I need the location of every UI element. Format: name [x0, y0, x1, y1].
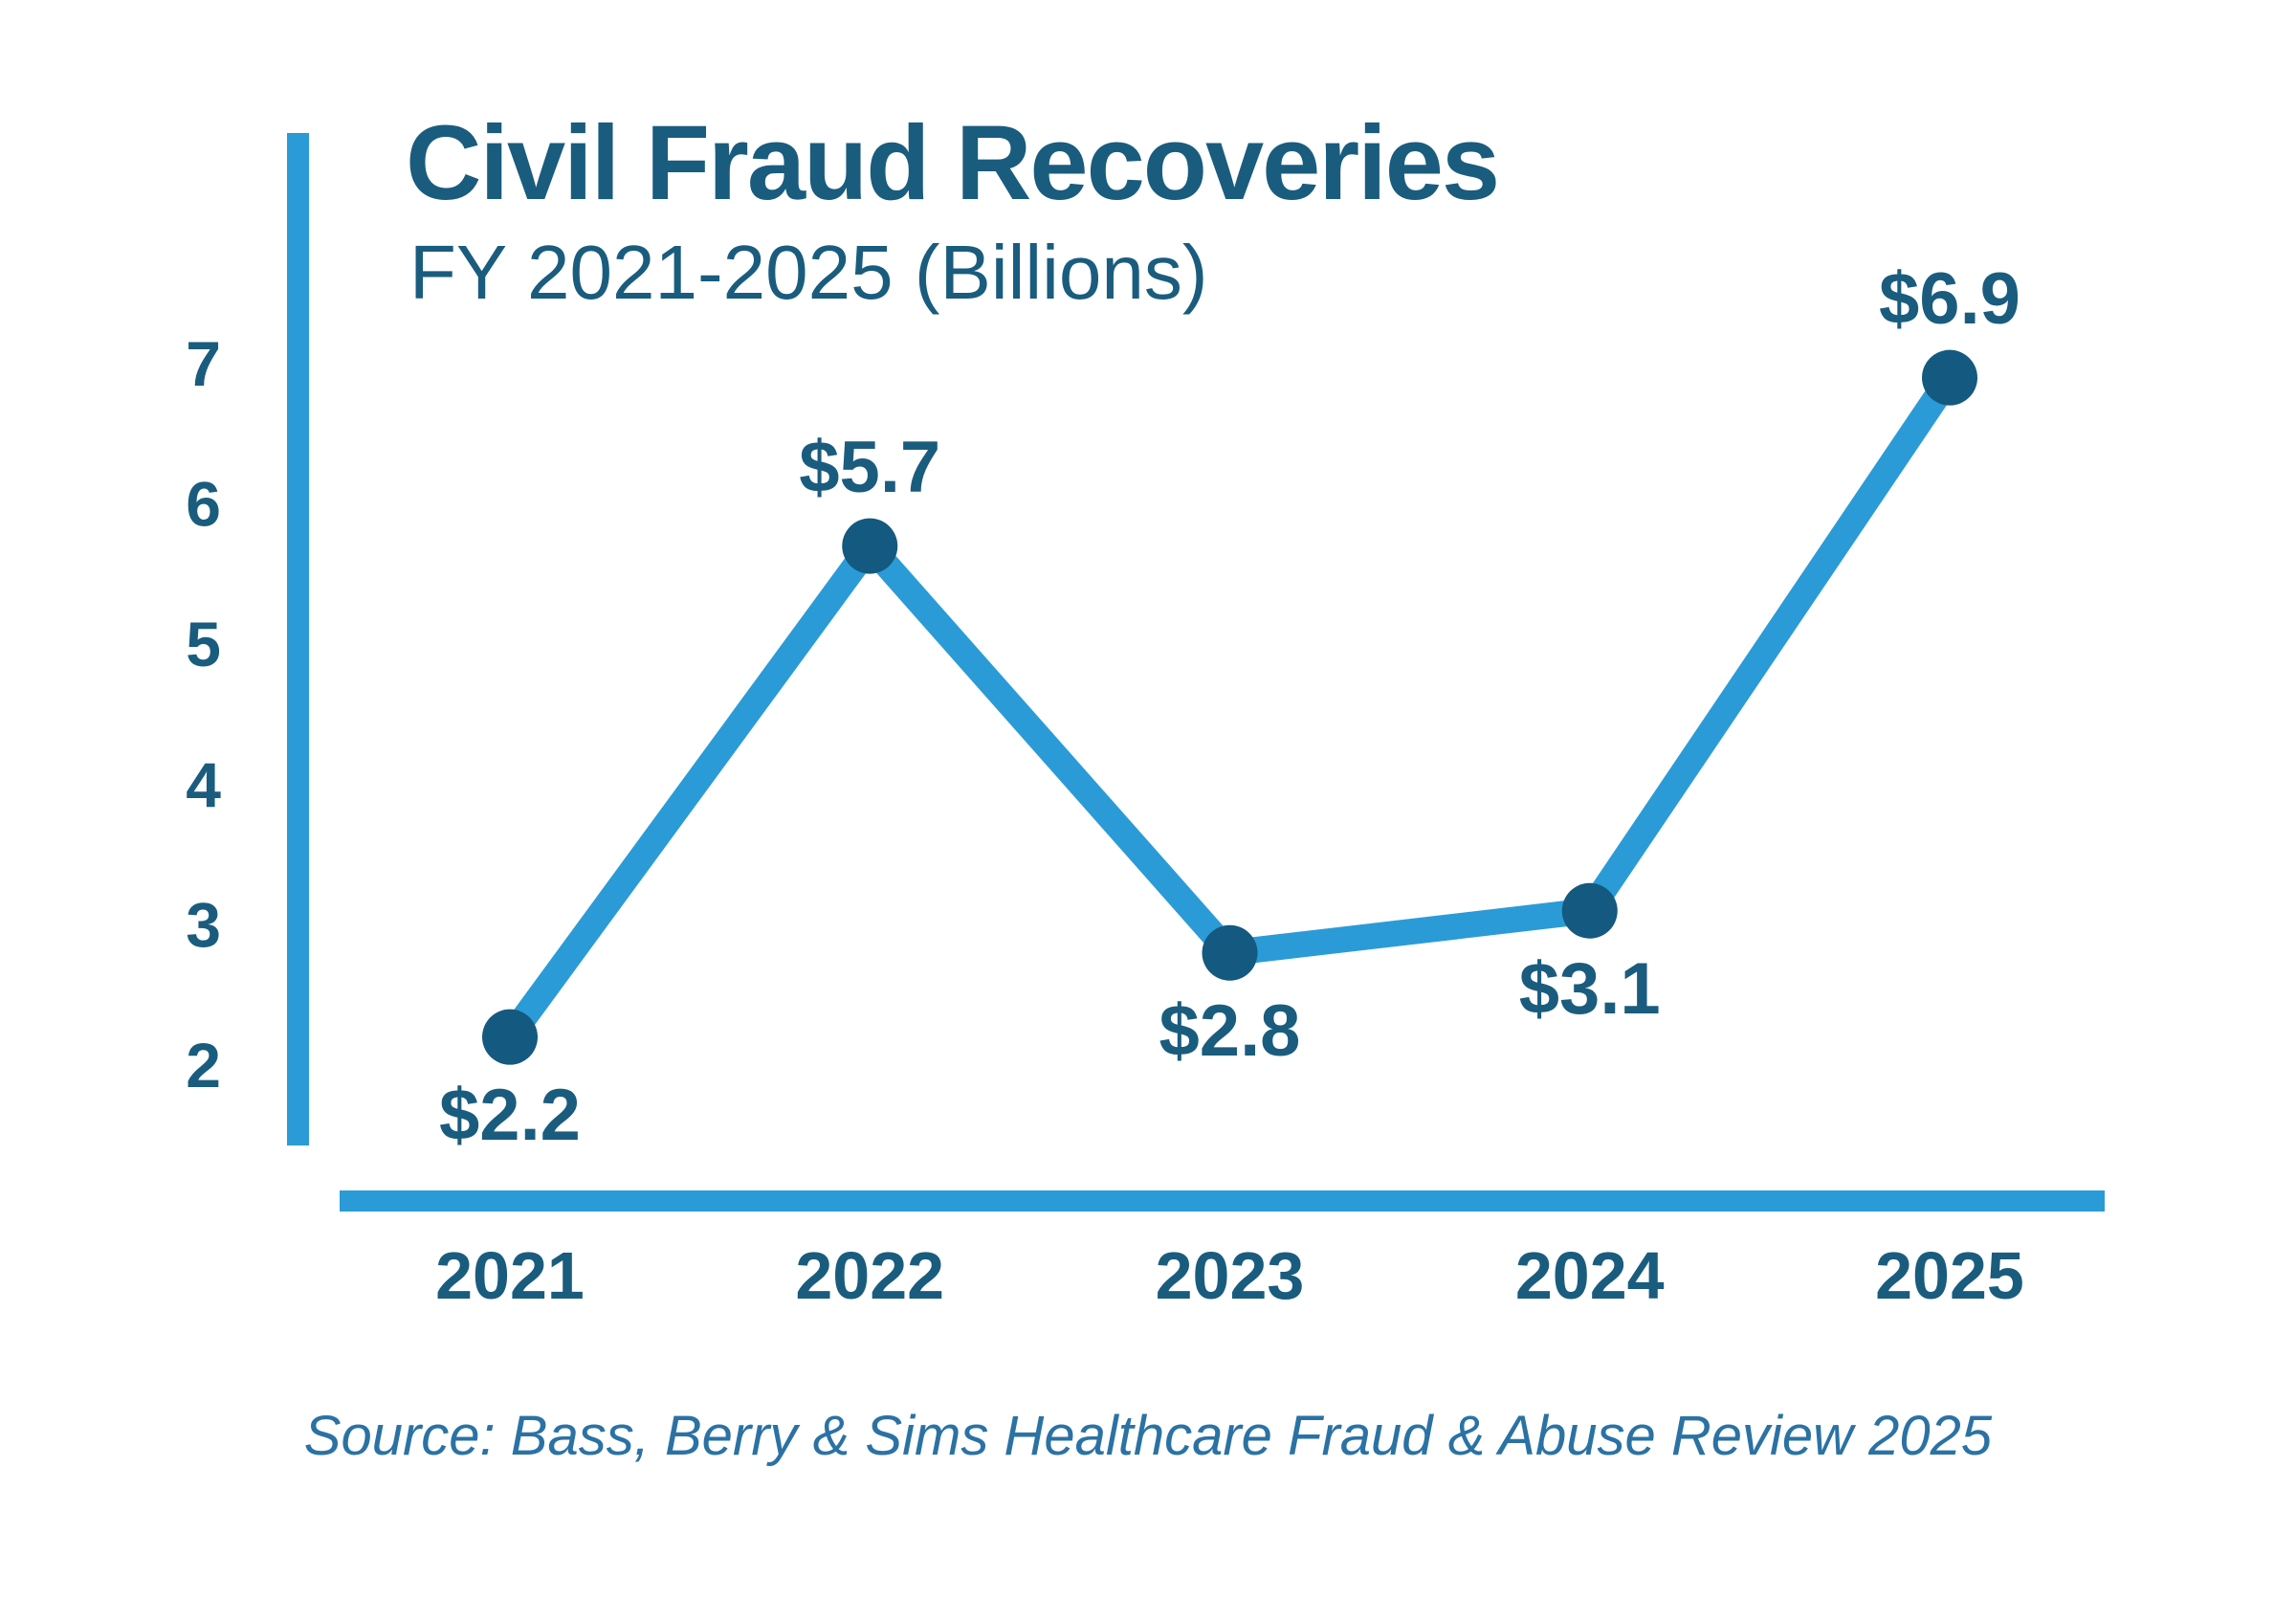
y-tick-label: 6	[186, 469, 221, 540]
x-axis-line	[340, 1190, 2105, 1212]
data-point	[1561, 882, 1618, 939]
y-axis-line	[287, 133, 309, 1145]
data-point	[482, 1009, 538, 1065]
data-point	[1202, 924, 1258, 981]
data-point-label: $3.1	[1519, 948, 1661, 1030]
data-point	[842, 518, 898, 574]
data-point-label: $2.2	[439, 1075, 581, 1156]
chart-subtitle: FY 2021-2025 (Billions)	[409, 230, 1208, 315]
data-point-label: $2.8	[1159, 990, 1301, 1072]
y-tick-label: 4	[186, 749, 221, 820]
y-tick-label: 5	[186, 609, 221, 679]
x-axis-label: 2025	[1875, 1238, 2024, 1313]
data-point-label: $6.9	[1879, 258, 2020, 340]
source-caption: Source: Bass, Berry & Sims Healthcare Fr…	[303, 1405, 1993, 1467]
x-axis-label: 2022	[795, 1238, 944, 1313]
x-axis-label: 2024	[1515, 1238, 1665, 1313]
data-point	[1922, 349, 1977, 406]
x-axis-label: 2023	[1156, 1238, 1305, 1313]
chart-title: Civil Fraud Recoveries	[406, 104, 1500, 222]
data-point-label: $5.7	[799, 427, 940, 508]
y-tick-label: 7	[186, 328, 221, 399]
y-tick-label: 3	[186, 889, 221, 960]
y-tick-label: 2	[186, 1030, 221, 1101]
x-axis-label: 2021	[435, 1238, 585, 1313]
